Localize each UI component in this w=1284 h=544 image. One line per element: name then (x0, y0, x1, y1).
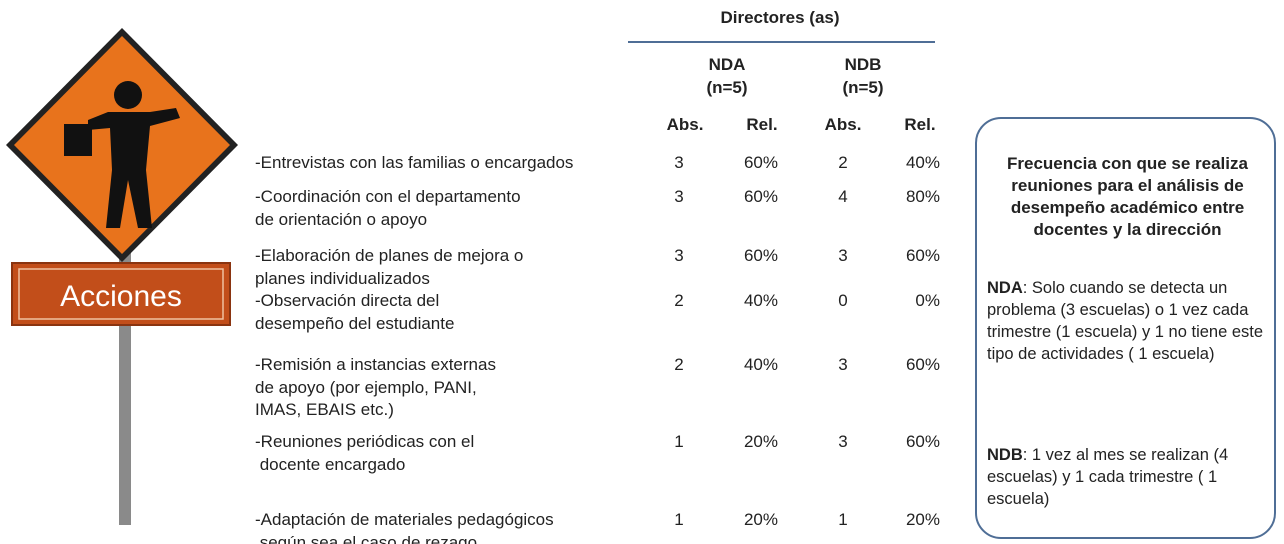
cell-value: 2 (674, 355, 684, 374)
group-name: NDB (844, 55, 882, 74)
row-label: de orientación o apoyo (255, 210, 428, 229)
figure-head (114, 81, 142, 109)
row-label: -Adaptación de materiales pedagógicos (255, 510, 554, 529)
group-name: NDA (708, 55, 746, 74)
cell-value: 3 (838, 432, 848, 451)
paragraph-label: NDA (987, 279, 1023, 297)
cell-value: 3 (838, 246, 848, 265)
cell-value: 40% (905, 153, 940, 172)
cell-value: 20% (743, 510, 778, 529)
row-label: -Elaboración de planes de mejora o (255, 246, 524, 265)
figure-flag (64, 124, 92, 156)
note-paragraph: NDA: Solo cuando se detecta un problema … (987, 277, 1274, 365)
cell-value: 2 (838, 153, 848, 172)
cell-value: 60% (905, 432, 940, 451)
row-label: -Entrevistas con las familias o encargad… (255, 153, 574, 172)
note-title: Frecuencia con que se realiza reuniones … (1007, 154, 1248, 239)
cell-value: 3 (674, 187, 684, 206)
cell-value: 4 (838, 187, 848, 206)
row-label: planes individualizados (255, 269, 430, 288)
sign-plate-inner (18, 268, 224, 320)
paragraph-text: : 1 vez al mes se realizan (4 escuelas) … (987, 446, 1229, 508)
cell-value: 3 (838, 355, 848, 374)
cell-value: 40% (743, 355, 778, 374)
cell-value: 1 (838, 510, 848, 529)
figure-body (88, 108, 180, 228)
cell-value: 20% (743, 432, 778, 451)
group-n: (n=5) (842, 78, 884, 97)
column-header: Abs. (824, 115, 862, 134)
note-box: Frecuencia con que se realiza reuniones … (975, 117, 1276, 539)
cell-value: 1 (674, 510, 684, 529)
note-paragraph: NDB: 1 vez al mes se realizan (4 escuela… (987, 444, 1274, 510)
cell-value: 60% (743, 246, 778, 265)
cell-value: 2 (674, 291, 684, 310)
paragraph-text: : Solo cuando se detecta un problema (3 … (987, 279, 1264, 363)
table-header: Directores (as) (720, 8, 840, 27)
cell-value: 3 (674, 246, 684, 265)
paragraph-label: NDB (987, 446, 1023, 464)
cell-value: 60% (743, 153, 778, 172)
cell-value: 60% (905, 355, 940, 374)
row-label: -Observación directa del (255, 291, 440, 310)
sign-label: Acciones (60, 280, 182, 313)
row-label: -Remisión a instancias externas (255, 355, 496, 374)
cell-value: 0% (915, 291, 940, 310)
column-header: Rel. (746, 115, 778, 134)
row-label: -Reuniones periódicas con el (255, 432, 475, 451)
cell-value: 60% (905, 246, 940, 265)
cell-value: 60% (743, 187, 778, 206)
group-n: (n=5) (706, 78, 748, 97)
column-header: Abs. (666, 115, 704, 134)
cell-value: 80% (905, 187, 940, 206)
cell-value: 0 (838, 291, 848, 310)
sign-plate (11, 262, 231, 326)
sign-graphic: Acciones (6, 28, 238, 525)
header-rule (628, 41, 935, 43)
row-label: de apoyo (por ejemplo, PANI, (255, 378, 477, 397)
cell-value: 40% (743, 291, 778, 310)
cell-value: 20% (905, 510, 940, 529)
row-label: según sea el caso de rezago. (255, 533, 482, 544)
row-label: IMAS, EBAIS etc.) (255, 400, 394, 419)
row-label: -Coordinación con el departamento (255, 187, 521, 206)
row-label: docente encargado (255, 455, 406, 474)
row-label: desempeño del estudiante (255, 314, 455, 333)
column-header: Rel. (904, 115, 936, 134)
cell-value: 1 (674, 432, 684, 451)
cell-value: 3 (674, 153, 684, 172)
